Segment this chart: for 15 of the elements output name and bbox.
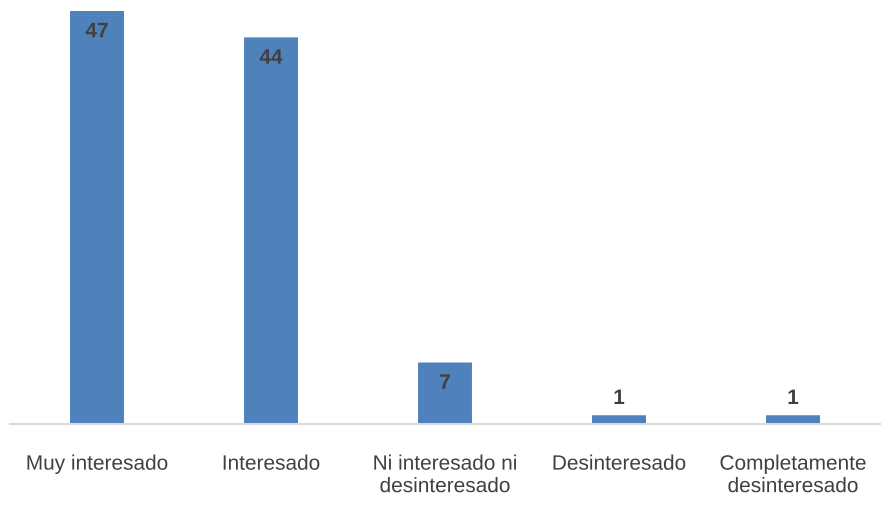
x-tick-label: Ni interesado ni desinteresado [374, 454, 516, 492]
x-tick-label: Desinteresado [554, 454, 686, 470]
x-tick-label: Interesado [224, 454, 320, 470]
bar [70, 11, 124, 424]
data-label: 1 [614, 390, 624, 404]
bar [592, 415, 646, 424]
data-label: 7 [440, 374, 450, 389]
bar [244, 37, 298, 424]
data-label: 47 [86, 22, 108, 38]
data-label: 44 [260, 49, 282, 64]
bar [766, 415, 820, 424]
bar [418, 362, 472, 424]
data-label: 1 [788, 390, 798, 404]
x-tick-label: Completamente desinteresado [720, 454, 866, 492]
x-tick-label: Muy interesado [27, 454, 168, 474]
